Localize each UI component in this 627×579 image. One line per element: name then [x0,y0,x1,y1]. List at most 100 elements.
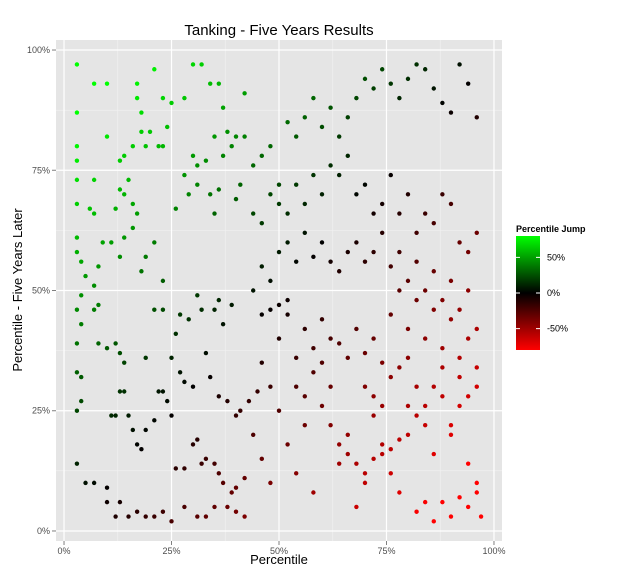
scatter-point [465,461,471,466]
scatter-point [160,389,166,394]
scatter-point [96,341,101,346]
scatter-point [87,206,93,211]
scatter-point [79,321,84,327]
scatter-point [405,192,411,197]
scatter-point [139,110,144,115]
scatter-point [74,110,80,115]
scatter-point [293,134,299,139]
scatter-point [220,105,226,110]
scatter-point [422,67,428,72]
scatter-point [113,206,118,211]
scatter-point [152,514,157,519]
scatter-point [220,480,226,486]
scatter-point [431,519,436,524]
scatter-point [216,471,222,476]
scatter-point [319,317,325,322]
scatter-point [91,81,97,86]
scatter-point [203,514,209,519]
scatter-point [328,105,333,110]
scatter-point [242,91,247,96]
scatter-point [302,230,307,235]
scatter-point [126,514,131,519]
scatter-point [328,422,333,428]
scatter-point [319,240,325,245]
scatter-point [96,264,101,269]
legend-ticks: 50% 0% -50% [516,252,568,334]
scatter-point [285,211,290,216]
scatter-point [311,346,316,351]
scatter-point [397,288,402,293]
scatter-point [345,451,350,457]
scatter-point [276,249,282,255]
scatter-point [199,461,204,466]
scatter-point [233,509,239,514]
x-tick-label: 50% [270,546,288,556]
scatter-point [199,307,204,312]
legend-tick-label: -50% [547,324,568,334]
scatter-point [440,192,445,197]
scatter-point [212,461,217,466]
scatter-point [156,144,161,149]
scatter-point [362,350,368,356]
scatter-point [143,355,148,361]
scatter-point [379,67,385,72]
scatter-point [319,403,325,409]
scatter-point [328,259,333,264]
scatter-point [199,62,204,67]
scatter-point [293,355,299,361]
scatter-point [379,360,385,365]
scatter-point [285,312,290,317]
scatter-point [414,259,419,264]
scatter-point [195,293,200,298]
scatter-point [345,432,350,437]
scatter-point [246,398,252,404]
scatter-point [448,110,454,115]
scatter-point [405,278,411,284]
y-tick-label: 50% [32,286,50,296]
scatter-point [371,211,376,216]
scatter-point [113,341,118,346]
scatter-point [109,413,114,418]
scatter-point [79,398,84,404]
scatter-point [104,134,110,139]
scatter-point [109,240,114,245]
scatter-point [186,192,191,197]
scatter-point [448,278,454,284]
scatter-point [422,211,428,216]
scatter-point [173,331,179,336]
x-axis-title: Percentile [250,552,308,567]
scatter-point [74,249,80,255]
scatter-point [362,259,368,264]
scatter-point [83,273,88,279]
scatter-point [152,67,157,72]
scatter-point [440,365,445,370]
scatter-point [216,187,222,192]
scatter-point [143,427,148,433]
scatter-point [422,288,428,293]
scatter-point [457,240,462,245]
scatter-point [238,408,243,413]
scatter-point [388,471,393,476]
legend-title: Percentile Jump [516,224,586,234]
scatter-point [74,158,80,163]
scatter-point [311,254,316,260]
scatter-point [139,129,144,134]
scatter-point [74,307,80,312]
scatter-point [371,249,376,255]
scatter-point [285,297,290,303]
scatter-point [388,447,393,452]
scatter-point [126,413,131,418]
scatter-point [276,336,282,341]
scatter-point [371,86,376,91]
scatter-point [212,211,217,216]
scatter-point [379,230,385,235]
scatter-point [474,115,479,120]
scatter-point [388,81,393,86]
scatter-point [431,220,436,226]
scatter-point [388,312,393,317]
scatter-point [405,403,411,409]
scatter-point [117,389,123,394]
scatter-point [195,182,200,187]
scatter-point [169,519,174,524]
scatter-point [177,312,183,317]
